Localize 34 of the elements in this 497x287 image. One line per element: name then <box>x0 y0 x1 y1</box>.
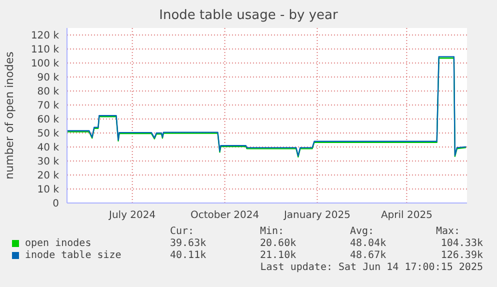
chart-title: Inode table usage - by year <box>158 8 339 23</box>
text: 48.04k <box>350 238 386 249</box>
y-tick-label: 100 k <box>30 58 60 70</box>
text: 20.60k <box>260 238 296 249</box>
y-tick-label: 120 k <box>30 30 60 42</box>
y-tick-label: 90 k <box>37 72 60 84</box>
text: 21.10k <box>260 250 296 261</box>
y-tick-label: 40 k <box>37 142 60 154</box>
x-tick-label: January 2025 <box>282 210 351 222</box>
x-tick-label: April 2025 <box>380 210 432 222</box>
legend-label: open inodes <box>24 238 92 249</box>
text: Cur: <box>170 226 194 237</box>
legend-label: inode table size <box>24 250 122 261</box>
y-axis-title: number of open inodes <box>2 51 16 180</box>
y-tick-label: 70 k <box>37 100 60 112</box>
text: Max: <box>436 226 460 237</box>
y-tick-label: 20 k <box>37 170 60 182</box>
y-tick-label: 0 <box>52 198 59 210</box>
y-tick-label: 30 k <box>37 156 60 168</box>
text: 39.63k <box>170 238 206 249</box>
text: Avg: <box>350 226 374 237</box>
y-tick-label: 80 k <box>37 86 60 98</box>
text: 40.11k <box>170 250 206 261</box>
y-tick-label: 10 k <box>37 184 60 196</box>
text: Last update: Sat Jun 14 17:00:15 2025 <box>260 262 483 273</box>
x-tick-label: July 2024 <box>108 210 156 222</box>
text: 104.33k <box>440 238 483 249</box>
text: Min: <box>260 226 284 237</box>
x-tick-label: October 2024 <box>190 210 260 222</box>
y-tick-label: 110 k <box>30 44 60 56</box>
text: 126.39k <box>440 250 483 261</box>
y-tick-label: 60 k <box>37 114 60 126</box>
text: 48.67k <box>350 250 386 261</box>
y-tick-label: 50 k <box>37 128 60 140</box>
